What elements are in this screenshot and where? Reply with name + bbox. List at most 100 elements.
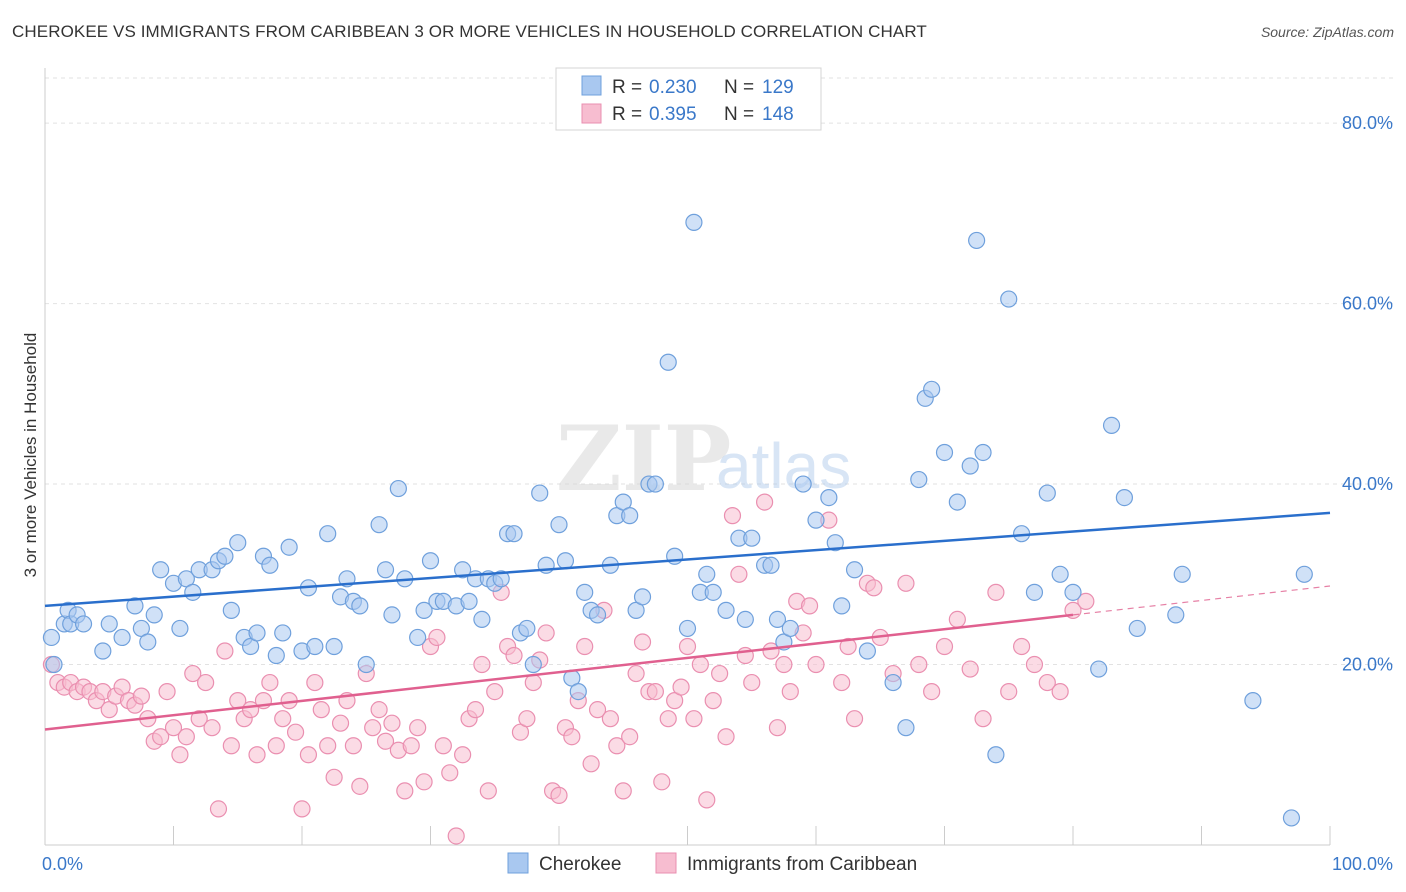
cherokee-point xyxy=(961,457,979,475)
cherokee-point xyxy=(351,597,369,615)
cherokee-point xyxy=(492,570,510,588)
caribbean-point xyxy=(344,737,362,755)
caribbean-point xyxy=(987,583,1005,601)
caribbean-points xyxy=(42,493,1095,845)
cherokee-point xyxy=(376,561,395,579)
cherokee-point xyxy=(1038,484,1056,502)
cherokee-point xyxy=(685,213,703,231)
legend-swatch-cherokee xyxy=(581,75,602,96)
cherokee-point xyxy=(1064,583,1082,601)
cherokee-point xyxy=(505,525,523,543)
cherokee-point xyxy=(319,525,337,543)
caribbean-point xyxy=(447,827,465,845)
cherokee-point xyxy=(216,547,234,565)
cherokee-point xyxy=(588,606,607,624)
cherokee-point xyxy=(826,534,844,552)
caribbean-point xyxy=(678,637,697,656)
cherokee-point xyxy=(325,637,343,656)
cherokee-point xyxy=(743,529,761,547)
x-tick-label: 100.0% xyxy=(1332,854,1393,874)
bottom-legend: Cherokee Immigrants from Caribbean xyxy=(507,852,917,875)
legend-swatch-caribbean xyxy=(581,103,602,124)
legend-n-label: N = xyxy=(724,104,754,125)
caribbean-point xyxy=(409,719,427,737)
cherokee-point xyxy=(370,516,388,534)
caribbean-point xyxy=(454,746,472,764)
cherokee-point xyxy=(833,597,851,615)
caribbean-point xyxy=(550,786,568,804)
cherokee-point xyxy=(1000,290,1018,308)
cherokee-point xyxy=(935,443,954,462)
cherokee-point xyxy=(126,597,144,615)
caribbean-point xyxy=(1000,682,1018,701)
cherokee-point xyxy=(987,746,1005,764)
caribbean-point xyxy=(691,655,709,674)
cherokee-point xyxy=(139,633,157,651)
caribbean-point xyxy=(698,791,716,809)
legend-n-value: 148 xyxy=(762,104,794,125)
cherokee-point xyxy=(171,619,189,638)
caribbean-point xyxy=(833,673,851,692)
cherokee-point xyxy=(1295,565,1313,583)
cherokee-point xyxy=(152,561,170,579)
cherokee-point xyxy=(1025,583,1044,601)
cherokee-point xyxy=(94,642,112,660)
caribbean-point xyxy=(910,655,928,674)
cherokee-point xyxy=(1282,809,1301,827)
cherokee-point xyxy=(704,583,722,601)
cherokee-point xyxy=(794,475,812,493)
caribbean-point xyxy=(1012,637,1031,656)
cherokee-point xyxy=(659,353,677,371)
caribbean-point xyxy=(524,673,542,692)
cherokee-point xyxy=(858,642,877,660)
axes xyxy=(44,68,1331,846)
cherokee-point xyxy=(145,606,163,624)
caribbean-point xyxy=(923,682,941,701)
caribbean-point xyxy=(331,714,350,732)
caribbean-point xyxy=(203,719,221,737)
cherokee-point xyxy=(698,565,716,583)
caribbean-point xyxy=(601,710,620,728)
caribbean-point xyxy=(325,768,343,786)
caribbean-point xyxy=(717,728,735,746)
caribbean-point xyxy=(370,701,388,719)
cherokee-point xyxy=(409,628,427,647)
caribbean-point xyxy=(364,719,382,737)
cherokee-point xyxy=(473,610,491,629)
caribbean-point xyxy=(961,660,979,678)
cherokee-point xyxy=(633,588,652,606)
cherokee-point xyxy=(460,592,478,610)
caribbean-point xyxy=(865,579,883,597)
cherokee-point xyxy=(1090,660,1108,678)
caribbean-point xyxy=(216,642,234,660)
cherokee-point xyxy=(45,655,63,674)
cherokee-point xyxy=(781,619,799,638)
caribbean-point xyxy=(768,719,787,737)
caribbean-point xyxy=(723,507,742,525)
caribbean-point xyxy=(897,574,915,592)
cherokee-point xyxy=(948,493,966,511)
bottom-legend-swatch-cherokee xyxy=(507,852,529,874)
y-tick-label: 80.0% xyxy=(1342,113,1393,133)
legend-r-label: R = xyxy=(612,77,642,98)
caribbean-point xyxy=(563,728,581,746)
cherokee-point xyxy=(229,534,247,552)
bottom-legend-label-cherokee: Cherokee xyxy=(539,854,621,875)
caribbean-point xyxy=(197,673,215,692)
caribbean-point xyxy=(299,746,318,764)
caribbean-point xyxy=(935,637,954,656)
caribbean-trend-line xyxy=(44,613,1074,731)
cherokee-point xyxy=(1128,619,1146,638)
caribbean-point xyxy=(845,710,864,728)
caribbean-point xyxy=(781,682,799,701)
cherokee-point xyxy=(1051,565,1069,583)
caribbean-point xyxy=(608,737,626,755)
bottom-legend-swatch-caribbean xyxy=(655,852,677,874)
cherokee-point xyxy=(42,628,61,647)
caribbean-point xyxy=(948,610,966,629)
cherokee-point xyxy=(717,601,735,619)
caribbean-point xyxy=(653,773,671,791)
caribbean-point xyxy=(319,737,337,755)
cherokee-point xyxy=(1115,488,1134,507)
